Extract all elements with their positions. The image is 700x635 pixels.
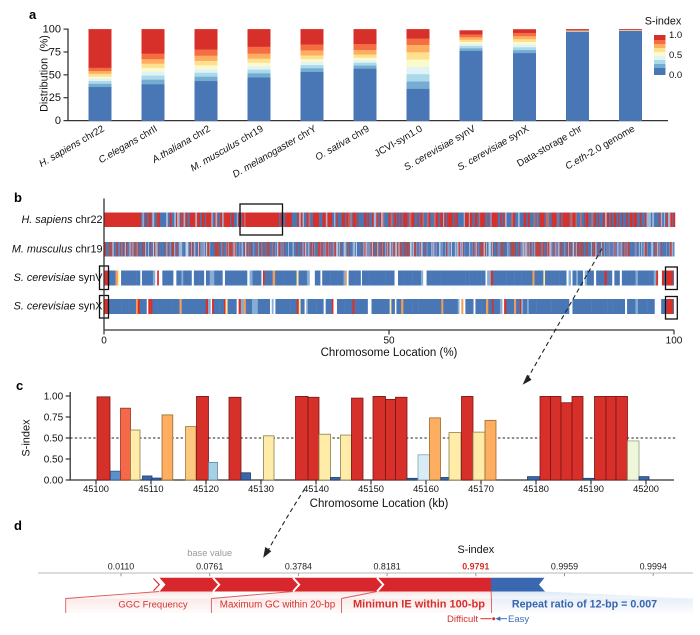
svg-text:45160: 45160 — [413, 484, 439, 494]
svg-text:0.3784: 0.3784 — [285, 562, 312, 572]
svg-text:S-index: S-index — [21, 419, 33, 457]
svg-text:M. musculus chr19: M. musculus chr19 — [12, 244, 103, 256]
svg-text:S. cerevisiae synX: S. cerevisiae synX — [14, 301, 103, 313]
svg-text:45130: 45130 — [248, 484, 274, 494]
svg-text:b: b — [14, 190, 22, 205]
svg-text:0.5: 0.5 — [669, 50, 682, 61]
svg-text:45190: 45190 — [578, 484, 604, 494]
svg-text:0.9994: 0.9994 — [640, 562, 667, 572]
svg-text:0.50: 0.50 — [44, 455, 64, 466]
svg-text:45180: 45180 — [523, 484, 549, 494]
svg-text:0: 0 — [55, 115, 61, 127]
svg-text:45170: 45170 — [468, 484, 494, 494]
svg-text:Chromosome Location (kb): Chromosome Location (kb) — [310, 498, 449, 510]
svg-text:Minimun IE within 100-bp: Minimun IE within 100-bp — [353, 599, 485, 611]
svg-text:45120: 45120 — [193, 484, 219, 494]
svg-text:S-index: S-index — [457, 544, 494, 556]
svg-text:d: d — [14, 518, 22, 533]
svg-text:0: 0 — [101, 336, 107, 347]
svg-text:Difficult: Difficult — [447, 614, 478, 625]
svg-text:base value: base value — [187, 548, 232, 558]
svg-text:50: 50 — [383, 336, 395, 347]
svg-text:Distribution (%): Distribution (%) — [39, 35, 51, 112]
svg-text:a: a — [29, 7, 37, 22]
svg-text:45100: 45100 — [83, 484, 109, 494]
svg-text:0.9791: 0.9791 — [462, 562, 489, 572]
svg-text:45110: 45110 — [138, 484, 163, 494]
svg-text:45150: 45150 — [358, 484, 384, 494]
svg-text:25: 25 — [49, 92, 61, 104]
svg-text:0.0110: 0.0110 — [108, 562, 135, 572]
svg-text:1.0: 1.0 — [669, 30, 682, 41]
svg-text:H. sapiens chr22: H. sapiens chr22 — [21, 214, 102, 226]
svg-text:50: 50 — [49, 69, 61, 81]
svg-text:S-index: S-index — [645, 16, 682, 28]
svg-text:Easy: Easy — [508, 614, 529, 625]
svg-text:0.9959: 0.9959 — [551, 562, 578, 572]
svg-text:0.75: 0.75 — [44, 413, 64, 424]
svg-text:Maximum GC within 20-bp: Maximum GC within 20-bp — [220, 600, 336, 611]
svg-text:100: 100 — [666, 336, 683, 347]
svg-text:1.00: 1.00 — [44, 392, 64, 403]
svg-text:45200: 45200 — [633, 484, 659, 494]
svg-text:0.50: 0.50 — [44, 434, 64, 445]
svg-text:c: c — [16, 378, 23, 393]
svg-text:0.0: 0.0 — [669, 70, 682, 81]
svg-text:GGC Frequency: GGC Frequency — [118, 600, 187, 611]
svg-text:0.8181: 0.8181 — [374, 562, 401, 572]
svg-text:100: 100 — [43, 24, 61, 36]
svg-text:0.00: 0.00 — [44, 476, 64, 487]
svg-text:Chromosome Location (%): Chromosome Location (%) — [321, 347, 458, 359]
svg-text:0.0761: 0.0761 — [196, 562, 223, 572]
svg-text:45140: 45140 — [303, 484, 329, 494]
svg-text:Repeat ratio of 12-bp = 0.007: Repeat ratio of 12-bp = 0.007 — [512, 599, 657, 611]
svg-text:75: 75 — [49, 46, 61, 58]
svg-text:S. cerevisiae synV: S. cerevisiae synV — [14, 272, 104, 284]
